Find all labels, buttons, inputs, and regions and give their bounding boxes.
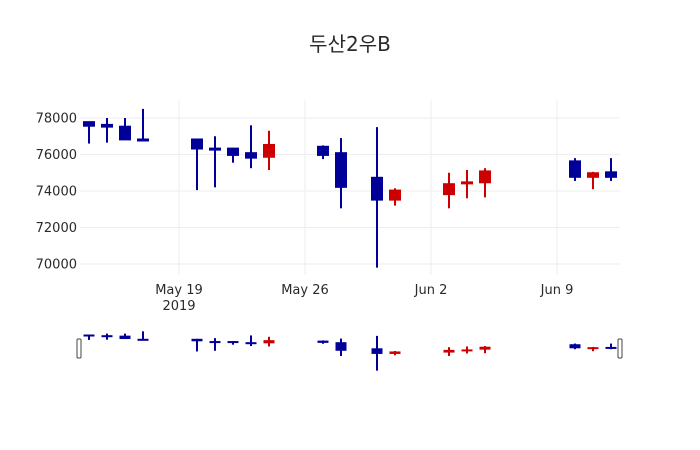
candle[interactable]	[317, 145, 329, 160]
slider-candle	[605, 343, 617, 350]
gridlines	[80, 100, 620, 275]
candle[interactable]	[443, 172, 455, 209]
slider-candle	[83, 334, 95, 340]
candle-body	[209, 147, 221, 151]
candle-body	[389, 189, 401, 201]
slider-candle	[191, 338, 203, 352]
candles-main[interactable]	[83, 108, 617, 268]
y-tick-label: 76000	[36, 148, 77, 163]
x-tick-year-label: 2019	[162, 299, 195, 314]
candle[interactable]	[191, 138, 203, 191]
candle-body	[371, 176, 383, 201]
candle[interactable]	[371, 127, 383, 268]
range-slider-right-handle[interactable]	[617, 338, 623, 359]
candle[interactable]	[245, 125, 257, 169]
candle[interactable]	[119, 118, 131, 141]
slider-candle	[101, 333, 113, 340]
candle-body	[263, 143, 275, 158]
candle-body	[191, 138, 203, 150]
x-tick-label: Jun 2	[414, 283, 448, 298]
range-slider[interactable]	[76, 331, 623, 371]
slider-candle	[119, 333, 131, 340]
slider-candle	[137, 331, 149, 341]
slider-candle	[263, 336, 275, 347]
candle-body	[83, 121, 95, 127]
slider-candle	[587, 346, 599, 352]
candle-body	[227, 147, 239, 156]
candle-body	[587, 172, 599, 178]
slider-candle	[461, 346, 473, 354]
y-tick-label: 70000	[36, 257, 77, 272]
candle-body	[317, 145, 329, 156]
candle-body	[101, 123, 113, 128]
candle[interactable]	[587, 171, 599, 190]
candle-body	[479, 170, 491, 184]
candle-body	[119, 125, 131, 141]
slider-candle	[227, 341, 239, 345]
candle[interactable]	[101, 118, 113, 143]
candle[interactable]	[605, 158, 617, 181]
slider-candle	[371, 335, 383, 371]
candle-body	[605, 171, 617, 178]
candle[interactable]	[263, 130, 275, 171]
slider-candle	[479, 346, 491, 354]
candle-body	[137, 138, 149, 142]
y-tick-label: 74000	[36, 184, 77, 199]
slider-candle	[317, 340, 329, 344]
candle[interactable]	[83, 121, 95, 144]
candle-body	[245, 152, 257, 159]
candle-body	[443, 183, 455, 196]
slider-candle	[389, 351, 401, 356]
candle[interactable]	[569, 158, 581, 181]
y-axis: 70000 72000 74000 76000 78000	[36, 112, 77, 273]
slider-candle	[245, 335, 257, 347]
x-tick-label: May 26	[281, 283, 329, 298]
candle-body	[569, 160, 581, 178]
candle-body	[461, 181, 473, 185]
candle[interactable]	[209, 136, 221, 188]
candle[interactable]	[479, 168, 491, 198]
candle[interactable]	[461, 170, 473, 199]
slider-candle	[443, 347, 455, 356]
x-tick-label: May 19	[155, 283, 203, 298]
candle[interactable]	[389, 188, 401, 206]
slider-candle	[209, 338, 221, 351]
candle-body	[335, 152, 347, 188]
slider-candle	[569, 343, 581, 350]
range-slider-left-handle[interactable]	[76, 338, 82, 359]
slider-candle	[335, 338, 347, 356]
y-tick-label: 78000	[36, 112, 77, 127]
candle[interactable]	[227, 147, 239, 163]
chart-title: 두산2우B	[309, 32, 391, 56]
x-tick-label: Jun 9	[540, 283, 574, 298]
candle[interactable]	[137, 108, 149, 142]
y-tick-label: 72000	[36, 221, 77, 236]
candle[interactable]	[335, 138, 347, 209]
